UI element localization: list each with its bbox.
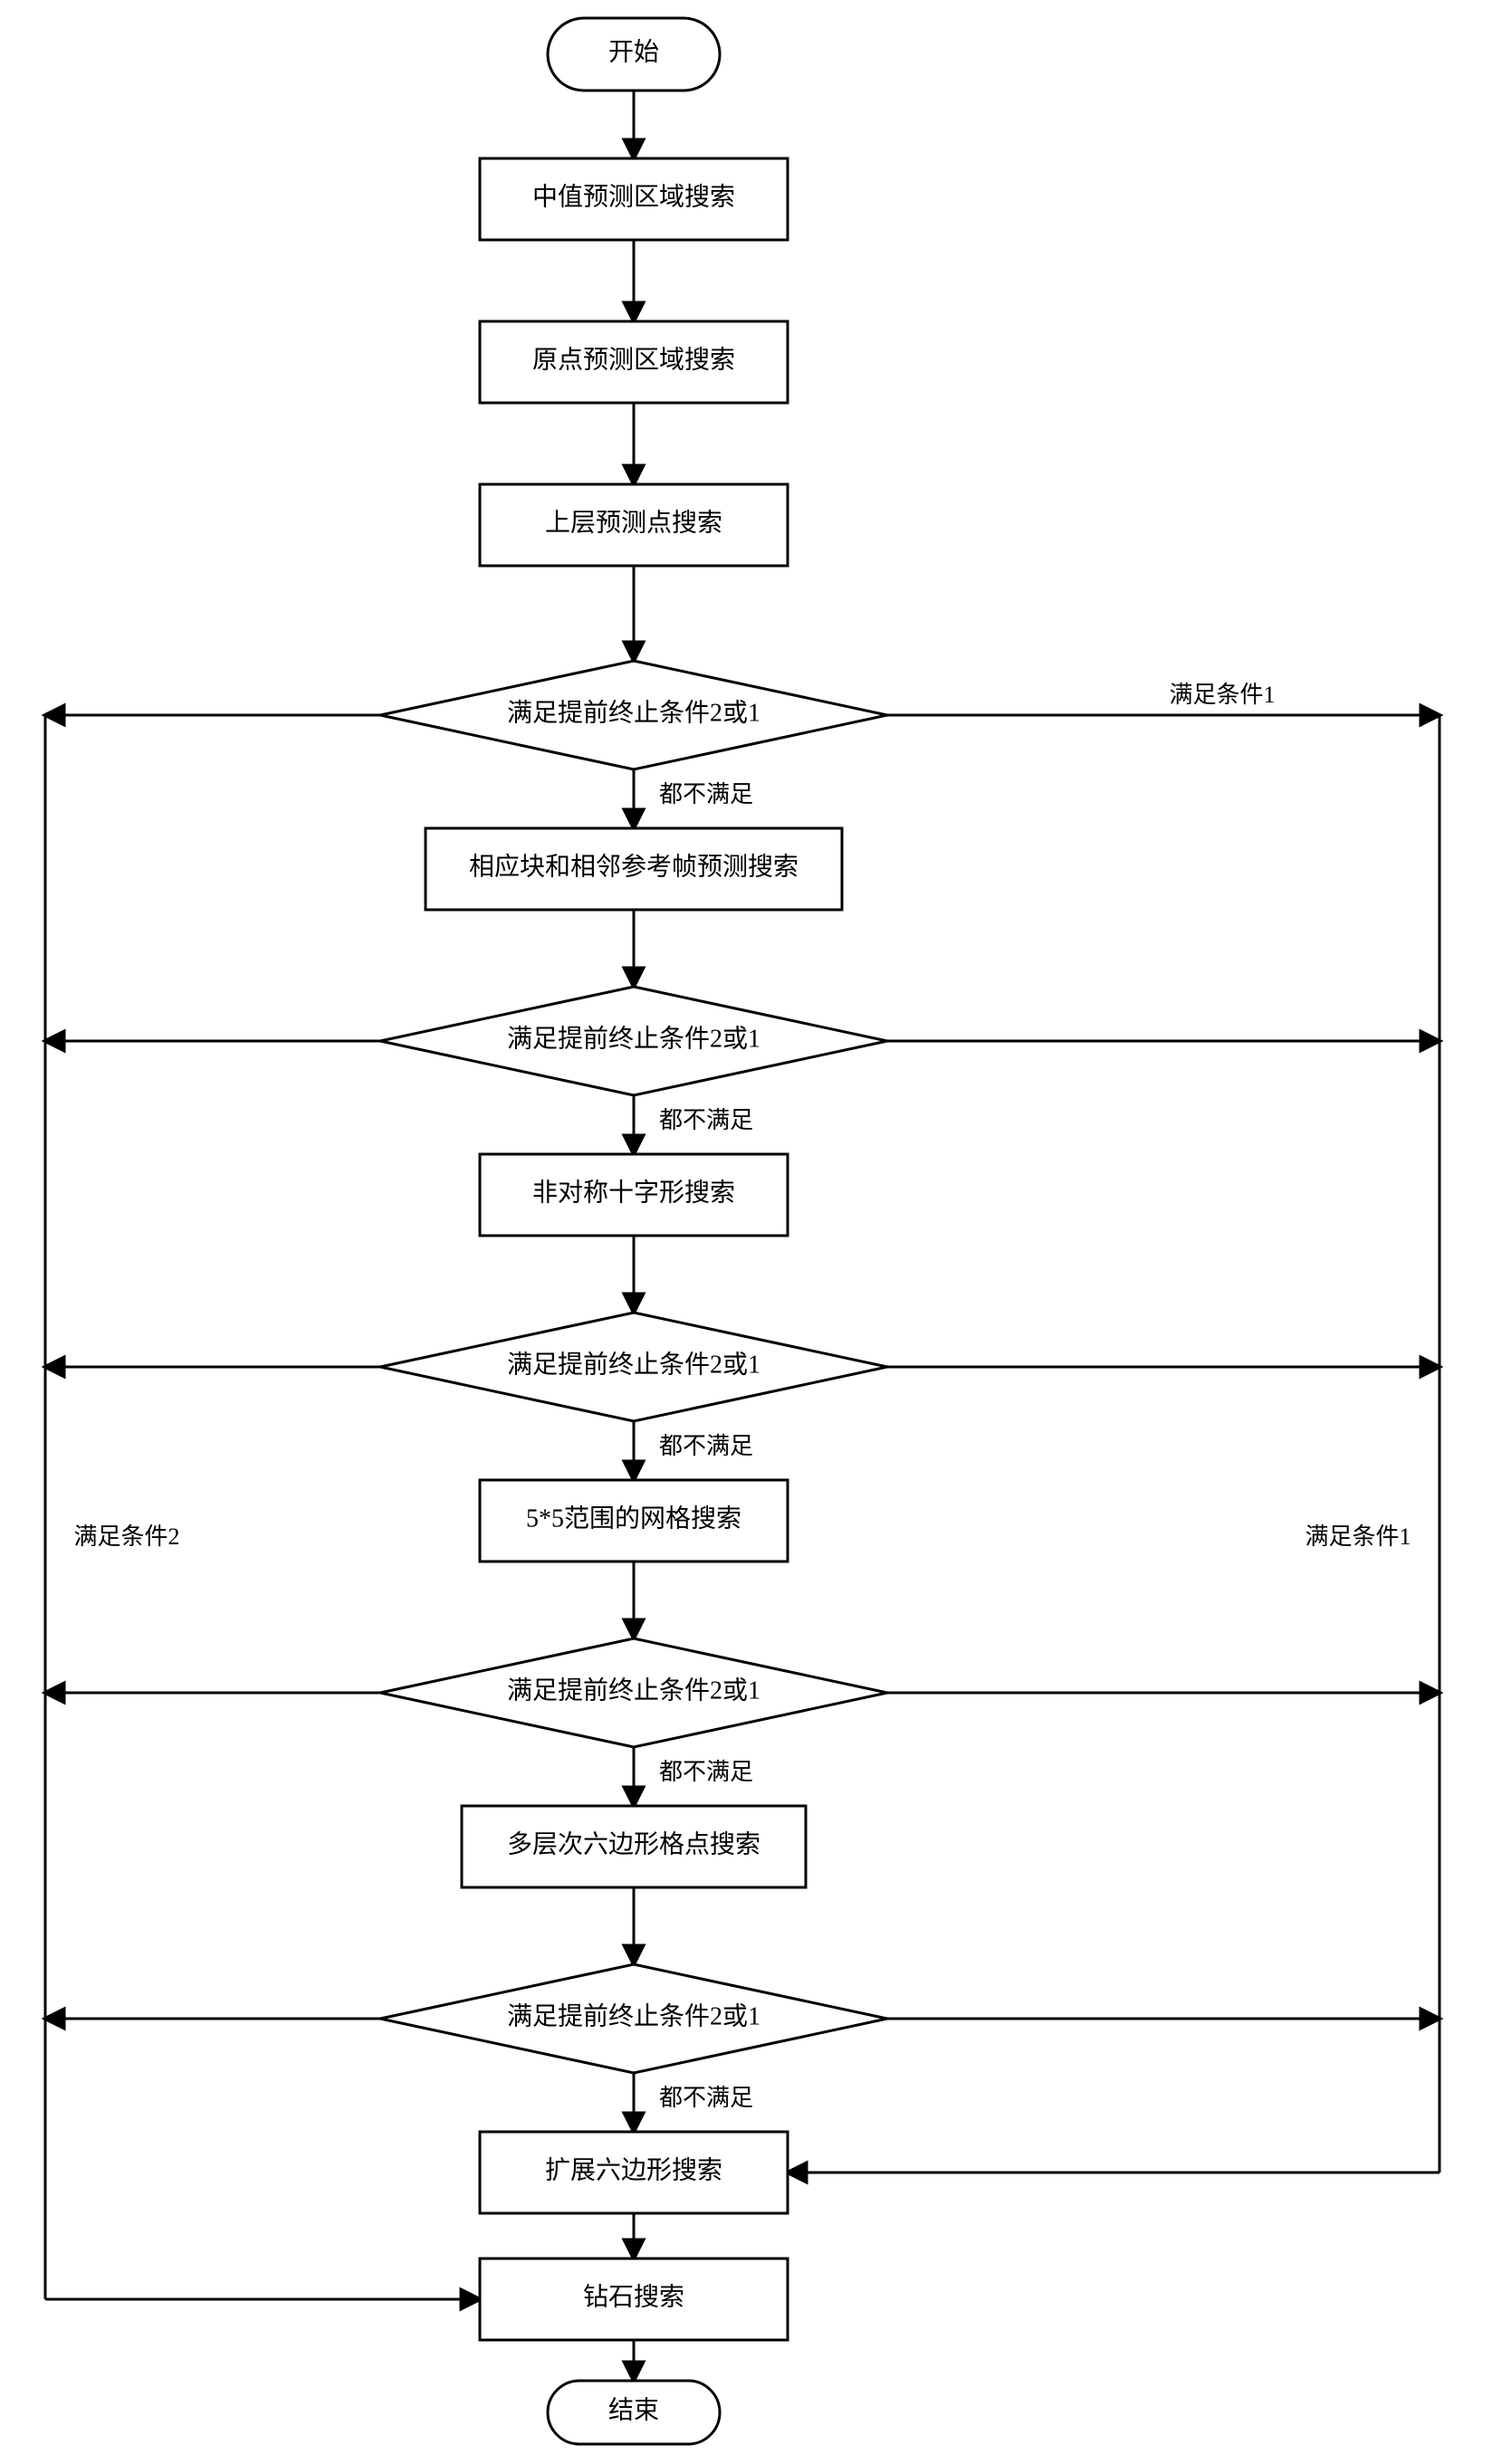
p6-label: 5*5范围的网格搜索 [526, 1504, 741, 1533]
edge-label: 都不满足 [659, 1107, 753, 1133]
edge-label: 都不满足 [659, 1759, 753, 1785]
d5-label: 满足提前终止条件2或1 [507, 2001, 760, 2030]
p2-label: 原点预测区域搜索 [532, 345, 735, 374]
d1-label: 满足提前终止条件2或1 [507, 698, 760, 727]
edge-label: 满足条件1 [1169, 682, 1275, 708]
edge-label: 都不满足 [659, 1433, 753, 1459]
p5-label: 非对称十字形搜索 [532, 1178, 735, 1207]
edge-label: 满足条件1 [1305, 1523, 1411, 1550]
p4-label: 相应块和相邻参考帧预测搜索 [469, 852, 799, 881]
edge-label: 都不满足 [659, 2085, 753, 2111]
d2-label: 满足提前终止条件2或1 [507, 1024, 760, 1053]
start-label: 开始 [608, 37, 659, 66]
edge-label: 都不满足 [659, 781, 753, 807]
d4-label: 满足提前终止条件2或1 [507, 1676, 760, 1705]
p8-label: 扩展六边形搜索 [545, 2155, 722, 2184]
d3-label: 满足提前终止条件2或1 [507, 1350, 760, 1379]
p9-label: 钻石搜索 [583, 2282, 684, 2311]
p3-label: 上层预测点搜索 [545, 508, 722, 537]
edge-label: 满足条件2 [73, 1523, 179, 1550]
p1-label: 中值预测区域搜索 [532, 182, 735, 211]
p7-label: 多层次六边形格点搜索 [507, 1829, 760, 1858]
end-label: 结束 [608, 2395, 659, 2424]
